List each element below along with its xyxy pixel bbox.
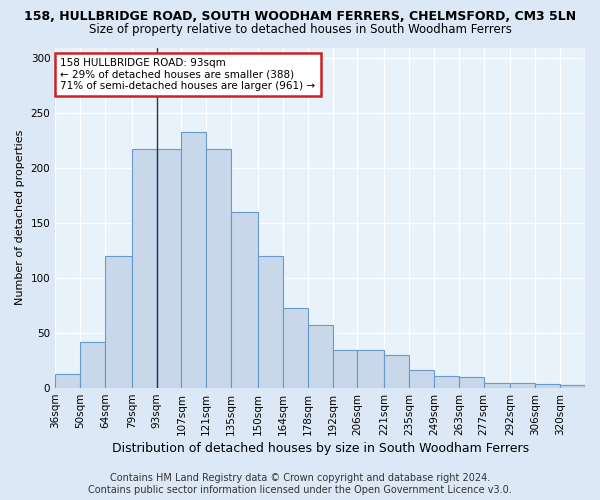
Bar — [131, 148, 157, 388]
Text: Size of property relative to detached houses in South Woodham Ferrers: Size of property relative to detached ho… — [89, 22, 511, 36]
Bar — [258, 256, 283, 388]
Bar — [459, 377, 484, 388]
Text: 158, HULLBRIDGE ROAD, SOUTH WOODHAM FERRERS, CHELMSFORD, CM3 5LN: 158, HULLBRIDGE ROAD, SOUTH WOODHAM FERR… — [24, 10, 576, 23]
Text: Contains HM Land Registry data © Crown copyright and database right 2024.
Contai: Contains HM Land Registry data © Crown c… — [88, 474, 512, 495]
Bar — [80, 342, 105, 388]
Bar — [409, 370, 434, 388]
Bar — [484, 382, 511, 388]
Bar — [384, 355, 409, 388]
Y-axis label: Number of detached properties: Number of detached properties — [15, 130, 25, 306]
Bar — [231, 212, 258, 388]
Bar — [105, 256, 131, 388]
Bar — [308, 326, 332, 388]
Bar — [55, 374, 80, 388]
Text: 158 HULLBRIDGE ROAD: 93sqm
← 29% of detached houses are smaller (388)
71% of sem: 158 HULLBRIDGE ROAD: 93sqm ← 29% of deta… — [61, 58, 316, 91]
Bar — [535, 384, 560, 388]
Bar — [511, 382, 535, 388]
Bar — [560, 385, 585, 388]
Bar — [332, 350, 358, 388]
Bar — [206, 148, 231, 388]
Bar — [560, 385, 585, 388]
Bar — [283, 308, 308, 388]
Bar — [358, 350, 384, 388]
Bar — [157, 148, 181, 388]
X-axis label: Distribution of detached houses by size in South Woodham Ferrers: Distribution of detached houses by size … — [112, 442, 529, 455]
Bar — [434, 376, 459, 388]
Bar — [181, 132, 206, 388]
